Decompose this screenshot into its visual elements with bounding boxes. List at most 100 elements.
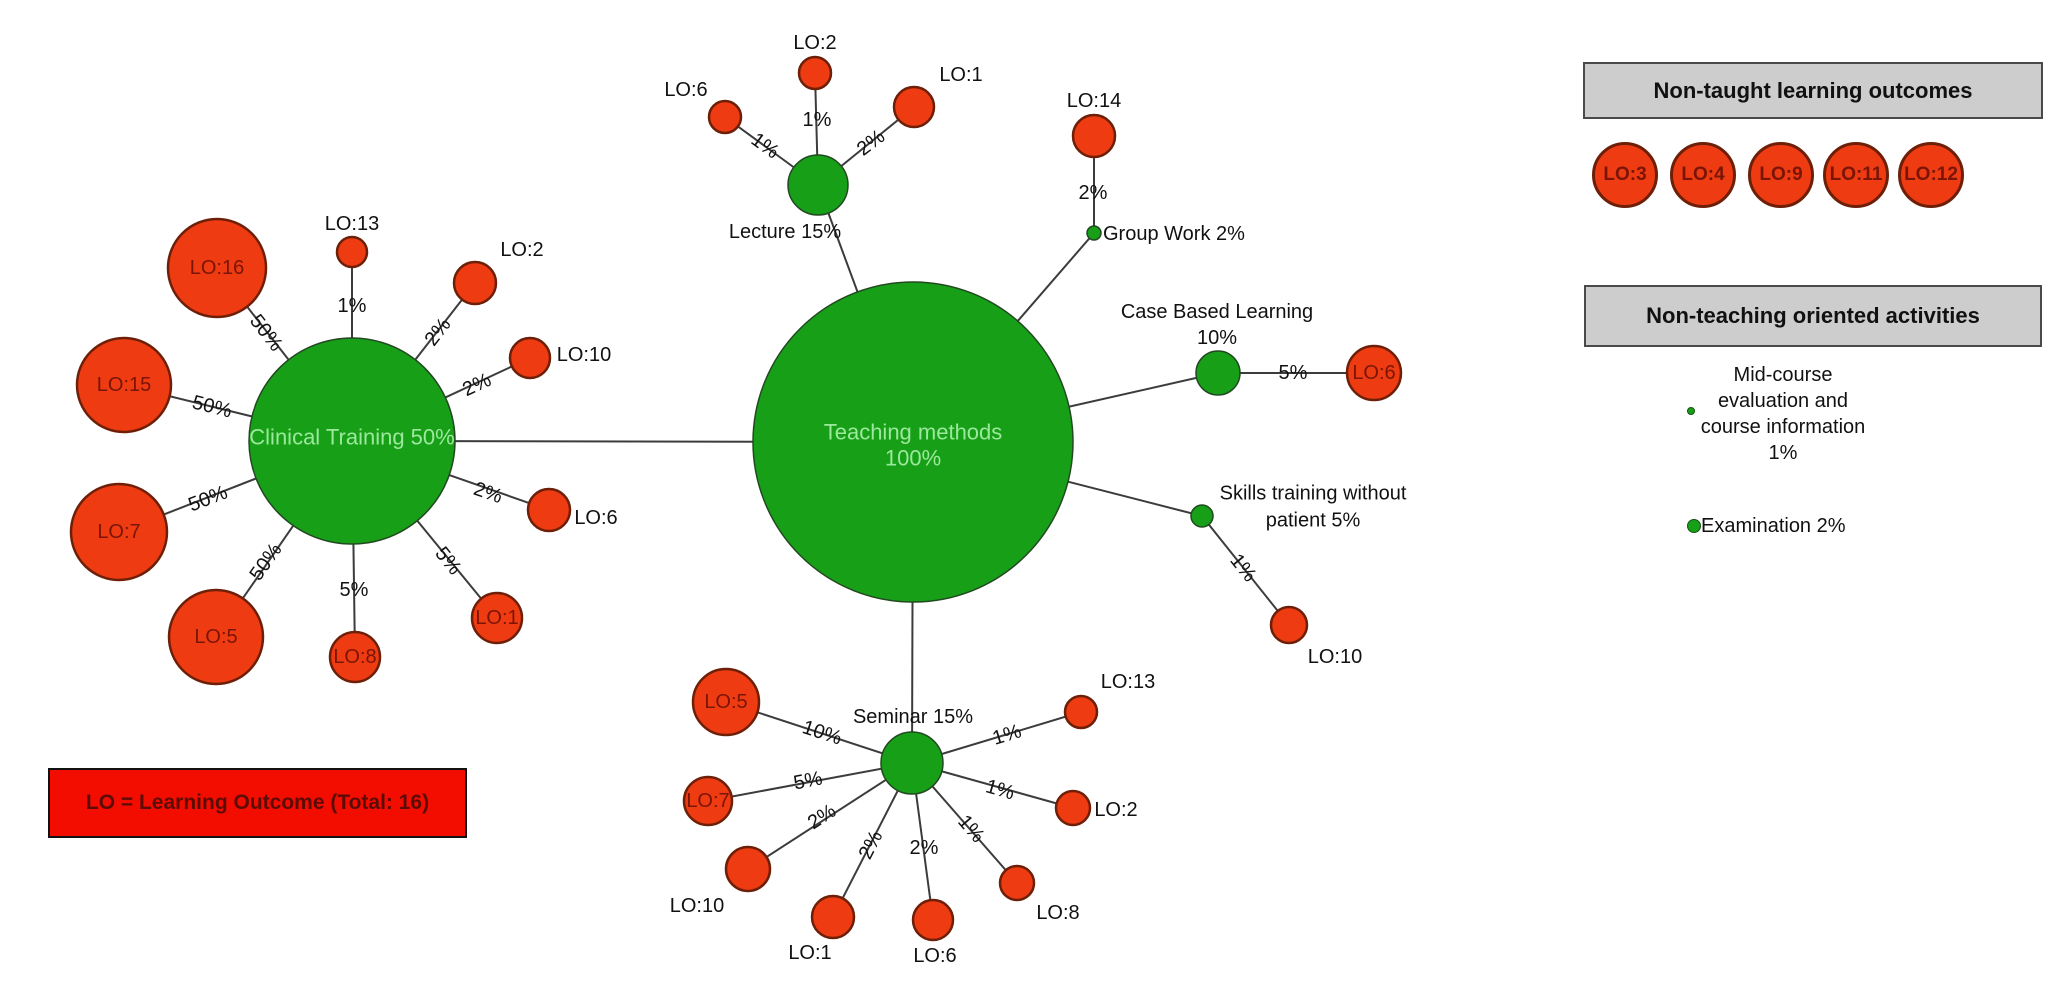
node-sem-lo13 bbox=[1063, 694, 1099, 730]
legend-outcome-lo-11: LO:11 bbox=[1823, 142, 1889, 208]
node-ct-lo13-label: LO:13 bbox=[325, 213, 379, 235]
node-lecture bbox=[787, 154, 849, 216]
node-sem-lo2-label: LO:2 bbox=[1094, 799, 1137, 821]
node-sem-lo7 bbox=[682, 775, 734, 827]
node-ct-lo5-label: LO:5 bbox=[194, 626, 237, 648]
learning-outcome-note-label: LO = Learning Outcome (Total: 16) bbox=[85, 791, 430, 814]
legend-activities-title: Non-teaching oriented activities bbox=[1646, 303, 1980, 328]
legend-activities-box: Non-teaching oriented activities bbox=[1584, 285, 2042, 347]
node-ct-lo8 bbox=[328, 630, 382, 684]
node-ct-lo7 bbox=[69, 482, 169, 582]
node-ct-lo15-label: LO:15 bbox=[97, 374, 151, 396]
node-ct-lo8-label: LO:8 bbox=[333, 646, 376, 668]
edge-clinical-training--ct-lo8-label: 5% bbox=[340, 579, 369, 601]
learning-outcome-note-box: LO = Learning Outcome (Total: 16) bbox=[48, 768, 467, 838]
legend-outcome-lo-4: LO:4 bbox=[1670, 142, 1736, 208]
edge-clinical-training--ct-lo5-label: 50% bbox=[246, 539, 287, 585]
edge-skills-training--st-lo10-label: 1% bbox=[1225, 550, 1260, 586]
node-ct-lo15 bbox=[75, 336, 173, 434]
edge-seminar--sem-lo10 bbox=[747, 762, 913, 870]
node-ct-lo13 bbox=[335, 235, 369, 269]
edge-case-based-learning--cbl-lo6-label: 5% bbox=[1279, 362, 1308, 384]
node-case-based-learning bbox=[1195, 350, 1241, 396]
node-lec-lo2-label: LO:2 bbox=[793, 32, 836, 54]
node-ct-lo6-label: LO:6 bbox=[574, 507, 617, 529]
node-sem-lo8 bbox=[998, 864, 1036, 902]
node-gw-lo14-label: LO:14 bbox=[1067, 90, 1121, 112]
node-sem-lo6-label: LO:6 bbox=[913, 945, 956, 967]
edge-group-work--gw-lo14-label: 2% bbox=[1079, 182, 1108, 204]
edge-clinical-training--ct-lo7-label: 50% bbox=[185, 481, 230, 516]
legend-outcome-lo-9: LO:9 bbox=[1748, 142, 1814, 208]
node-sem-lo10 bbox=[724, 845, 772, 893]
node-group-work bbox=[1086, 225, 1102, 241]
node-cbl-lo6-label: LO:6 bbox=[1352, 362, 1395, 384]
node-ct-lo16 bbox=[166, 217, 268, 319]
mid-course-dot-icon bbox=[1687, 407, 1695, 415]
node-skills-training bbox=[1190, 504, 1214, 528]
node-teaching-methods-label: Teaching methods bbox=[824, 420, 1003, 445]
node-ct-lo6 bbox=[526, 487, 572, 533]
node-lec-lo1 bbox=[892, 85, 936, 129]
node-seminar-label: Seminar 15% bbox=[853, 706, 973, 728]
edge-seminar--sem-lo1-label: 2% bbox=[855, 827, 888, 863]
node-lec-lo6-label: LO:6 bbox=[664, 79, 707, 101]
node-teaching-methods bbox=[752, 281, 1074, 603]
edge-clinical-training--ct-lo15-label: 50% bbox=[190, 391, 234, 422]
node-ct-lo5 bbox=[167, 588, 265, 686]
node-sem-lo10-label: LO:10 bbox=[670, 895, 724, 917]
edge-skills-training--st-lo10 bbox=[1201, 515, 1290, 626]
node-st-lo10 bbox=[1269, 605, 1309, 645]
node-cbl-lo6 bbox=[1345, 344, 1403, 402]
node-st-lo10-label: LO:10 bbox=[1308, 646, 1362, 668]
node-sem-lo1-label: LO:1 bbox=[788, 942, 831, 964]
legend-outcome-lo-12: LO:12 bbox=[1898, 142, 1964, 208]
node-case-based-learning-label: 10% bbox=[1197, 327, 1237, 349]
node-sem-lo5-label: LO:5 bbox=[704, 691, 747, 713]
edge-seminar--sem-lo2-label: 1% bbox=[983, 775, 1017, 804]
node-clinical-training-label: Clinical Training 50% bbox=[249, 425, 454, 450]
legend-non-taught-title: Non-taught learning outcomes bbox=[1653, 77, 1973, 103]
node-teaching-methods-label: 100% bbox=[885, 446, 941, 471]
node-lec-lo1-label: LO:1 bbox=[939, 64, 982, 86]
node-case-based-learning-label: Case Based Learning bbox=[1121, 301, 1313, 323]
edge-lecture--lec-lo2-label: 1% bbox=[803, 109, 832, 131]
node-clinical-training bbox=[248, 337, 456, 545]
node-sem-lo13-label: LO:13 bbox=[1101, 671, 1155, 693]
edge-clinical-training--ct-lo6-label: 2% bbox=[471, 478, 506, 508]
node-lec-lo2 bbox=[797, 55, 833, 91]
node-ct-lo1-label: LO:1 bbox=[475, 607, 518, 629]
node-skills-training-label: patient 5% bbox=[1266, 510, 1361, 532]
node-sem-lo6 bbox=[911, 898, 955, 942]
edge-seminar--sem-lo7-label: 5% bbox=[792, 767, 825, 794]
node-ct-lo10-label: LO:10 bbox=[557, 344, 611, 366]
node-sem-lo8-label: LO:8 bbox=[1036, 902, 1079, 924]
node-seminar bbox=[880, 731, 944, 795]
node-sem-lo1 bbox=[810, 894, 856, 940]
node-sem-lo2 bbox=[1054, 789, 1092, 827]
edge-seminar--sem-lo13-label: 1% bbox=[990, 720, 1024, 750]
node-lec-lo6 bbox=[707, 99, 743, 135]
legend-outcome-lo-3: LO:3 bbox=[1592, 142, 1658, 208]
examination-label: Examination 2% bbox=[1701, 515, 1846, 537]
examination-dot-icon bbox=[1687, 519, 1701, 533]
node-skills-training-label: Skills training without bbox=[1220, 483, 1407, 505]
node-ct-lo10 bbox=[508, 336, 552, 380]
edge-seminar--sem-lo5-label: 10% bbox=[800, 716, 845, 749]
mid-course-evaluation-label: Mid-course evaluation and course informa… bbox=[1700, 364, 1866, 464]
node-sem-lo7-label: LO:7 bbox=[686, 790, 729, 812]
node-ct-lo2 bbox=[452, 260, 498, 306]
node-ct-lo16-label: LO:16 bbox=[190, 257, 244, 279]
node-ct-lo1 bbox=[470, 591, 524, 645]
edge-clinical-training--ct-lo13-label: 1% bbox=[338, 295, 367, 317]
node-lecture-label: Lecture 15% bbox=[729, 221, 842, 243]
edge-seminar--sem-lo7 bbox=[707, 762, 913, 802]
legend-non-taught-box: Non-taught learning outcomes bbox=[1583, 62, 2043, 119]
node-ct-lo2-label: LO:2 bbox=[500, 239, 543, 261]
node-group-work-label: Group Work 2% bbox=[1103, 223, 1245, 245]
node-ct-lo7-label: LO:7 bbox=[97, 521, 140, 543]
edge-seminar--sem-lo6-label: 2% bbox=[910, 837, 939, 859]
node-sem-lo5 bbox=[691, 667, 761, 737]
